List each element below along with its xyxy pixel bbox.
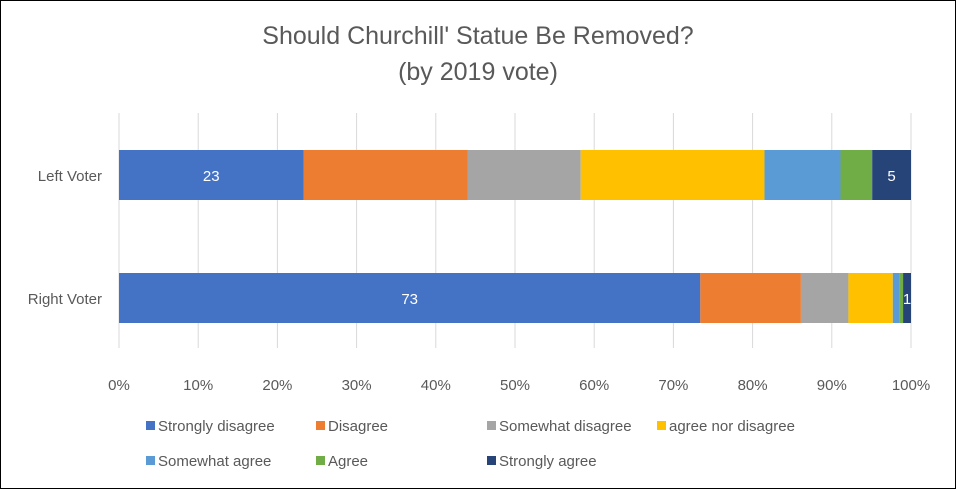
x-tick-label: 60% <box>579 377 609 394</box>
legend-item-agree: Agree <box>316 453 368 470</box>
data-label-left-voter-strongly-agree: 5 <box>887 168 895 185</box>
legend-swatch-agree-nor-disagree <box>657 421 666 430</box>
x-tick-label: 10% <box>183 377 213 394</box>
data-label-right-voter-strongly-disagree: 73 <box>401 291 418 308</box>
bar-left-voter-somewhat-disagree <box>467 150 581 200</box>
legend-swatch-strongly-disagree <box>146 421 155 430</box>
bars <box>119 150 911 323</box>
legend-item-somewhat-agree: Somewhat agree <box>146 453 271 470</box>
bar-left-voter-strongly-agree <box>872 150 911 200</box>
legend-item-disagree: Disagree <box>316 418 388 435</box>
bar-right-voter-somewhat-agree <box>892 273 900 323</box>
legend-item-strongly-agree: Strongly agree <box>487 453 597 470</box>
x-tick-label: 20% <box>262 377 292 394</box>
legend-item-agree-nor-disagree: agree nor disagree <box>657 418 795 435</box>
x-tick-label: 100% <box>892 377 930 394</box>
x-tick-label: 40% <box>421 377 451 394</box>
legend-swatch-somewhat-agree <box>146 456 155 465</box>
legend-item-strongly-disagree: Strongly disagree <box>146 418 275 435</box>
legend-swatch-strongly-agree <box>487 456 496 465</box>
bar-left-voter-disagree <box>303 150 468 200</box>
data-label-left-voter-strongly-disagree: 23 <box>203 168 220 185</box>
legend-label-somewhat-disagree: Somewhat disagree <box>499 418 632 435</box>
bar-right-voter-strongly-disagree <box>119 273 701 323</box>
y-category-label-left-voter: Left Voter <box>38 168 102 185</box>
bar-left-voter-strongly-disagree <box>119 150 304 200</box>
bar-right-voter-agree-nor-disagree <box>848 273 893 323</box>
bar-right-voter-somewhat-disagree <box>800 273 849 323</box>
legend-label-somewhat-agree: Somewhat agree <box>158 453 271 470</box>
legend-label-disagree: Disagree <box>328 418 388 435</box>
legend-swatch-somewhat-disagree <box>487 421 496 430</box>
legend: Strongly disagree Disagree Somewhat disagr… <box>146 418 795 470</box>
x-tick-label: 70% <box>658 377 688 394</box>
legend-swatch-disagree <box>316 421 325 430</box>
x-tick-label: 50% <box>500 377 530 394</box>
bar-right-voter-agree <box>899 273 904 323</box>
x-tick-label: 30% <box>342 377 372 394</box>
data-label-right-voter-strongly-agree: 1 <box>903 291 911 308</box>
legend-label-strongly-agree: Strongly agree <box>499 453 597 470</box>
legend-label-agree: Agree <box>328 453 368 470</box>
bar-left-voter-agree <box>840 150 873 200</box>
axes: 0% 10% 20% 30% 40% 50% 60% 70% 80% 90% 100% Left Vo… <box>28 168 930 394</box>
bar-left-voter-agree-nor-disagree <box>580 150 765 200</box>
y-category-label-right-voter: Right Voter <box>28 291 102 308</box>
legend-label-agree-nor-disagree: agree nor disagree <box>669 418 795 435</box>
bar-right-voter-strongly-agree <box>903 273 911 323</box>
bar-left-voter-somewhat-agree <box>764 150 841 200</box>
chart-subtitle: (by 2019 vote) <box>398 58 558 86</box>
legend-swatch-agree <box>316 456 325 465</box>
legend-item-somewhat-disagree: Somewhat disagree <box>487 418 632 435</box>
x-tick-label: 80% <box>738 377 768 394</box>
data-labels: 23 5 73 1 <box>203 168 911 308</box>
x-tick-label: 0% <box>108 377 130 394</box>
x-tick-label: 90% <box>817 377 847 394</box>
bar-right-voter-disagree <box>700 273 801 323</box>
chart-title: Should Churchill' Statue Be Removed? <box>262 22 694 50</box>
legend-label-strongly-disagree: Strongly disagree <box>158 418 275 435</box>
